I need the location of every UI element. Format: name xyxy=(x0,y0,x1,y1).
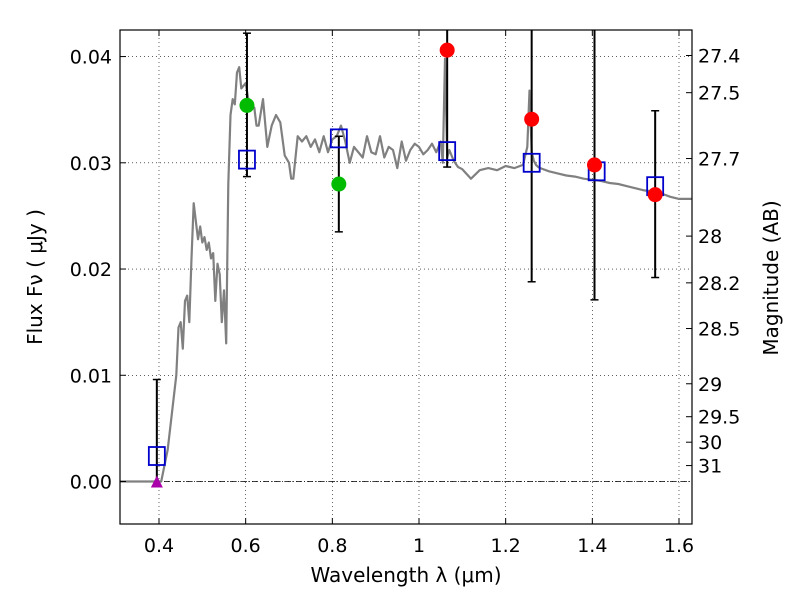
upper-limit-triangle xyxy=(150,475,163,488)
model-square-marker xyxy=(522,152,541,173)
model-square-marker xyxy=(438,141,457,162)
magnitude-tick-label: 29 xyxy=(698,374,722,396)
magnitude-tick-label: 29.5 xyxy=(698,407,740,429)
magnitude-tick-label: 31 xyxy=(698,456,722,478)
y-ticks: 0.00 0.01 0.02 0.03 0.04 xyxy=(70,47,126,494)
magnitude-tick-label: 28.2 xyxy=(698,273,740,295)
plot-frame xyxy=(119,29,693,525)
green-data-point xyxy=(331,176,347,192)
red-data-point xyxy=(524,111,540,127)
y-tick-label: 0.01 xyxy=(70,365,112,387)
x-tick-label: 1.2 xyxy=(491,535,521,557)
model-square-marker xyxy=(147,446,166,466)
sed-model-layer xyxy=(120,57,692,483)
y-tick-label: 0.04 xyxy=(70,47,112,69)
y-tick-label: 0.00 xyxy=(70,472,112,494)
x-tick-label: 0.4 xyxy=(144,535,174,557)
y-axis-label: Flux Fν ( μJy ) xyxy=(23,209,47,345)
magnitude-tick-label: 28.5 xyxy=(698,319,740,341)
x-tick-label: 0.8 xyxy=(317,535,347,557)
x-axis-label: Wavelength λ (μm) xyxy=(310,563,501,587)
x-tick-label: 0.6 xyxy=(231,535,261,557)
magnitude-tick-label: 30 xyxy=(698,432,722,454)
x-tick-label: 1.4 xyxy=(577,535,607,557)
right-axis-label: Magnitude (AB) xyxy=(759,200,783,355)
red-data-point xyxy=(587,157,602,173)
magnitude-tick-label: 27.5 xyxy=(698,83,740,105)
magnitude-tick-label: 27.7 xyxy=(698,149,740,171)
y-tick-label: 0.02 xyxy=(70,259,112,281)
x-ticks: 0.4 0.6 0.8 1 1.2 1.4 1.6 xyxy=(144,30,694,557)
model-square-marker xyxy=(329,128,348,149)
red-data-point xyxy=(647,187,663,203)
magnitude-tick-label: 27.4 xyxy=(698,45,740,67)
model-square-marker xyxy=(238,149,256,170)
y-tick-label: 0.03 xyxy=(70,153,112,175)
sed-model-line xyxy=(120,57,692,483)
x-tick-label: 1 xyxy=(413,535,425,557)
markers-layer xyxy=(147,42,665,488)
x-tick-label: 1.6 xyxy=(664,535,694,557)
magnitude-tick-label: 28 xyxy=(698,226,722,248)
red-data-point xyxy=(439,42,455,58)
green-data-point xyxy=(239,97,255,113)
